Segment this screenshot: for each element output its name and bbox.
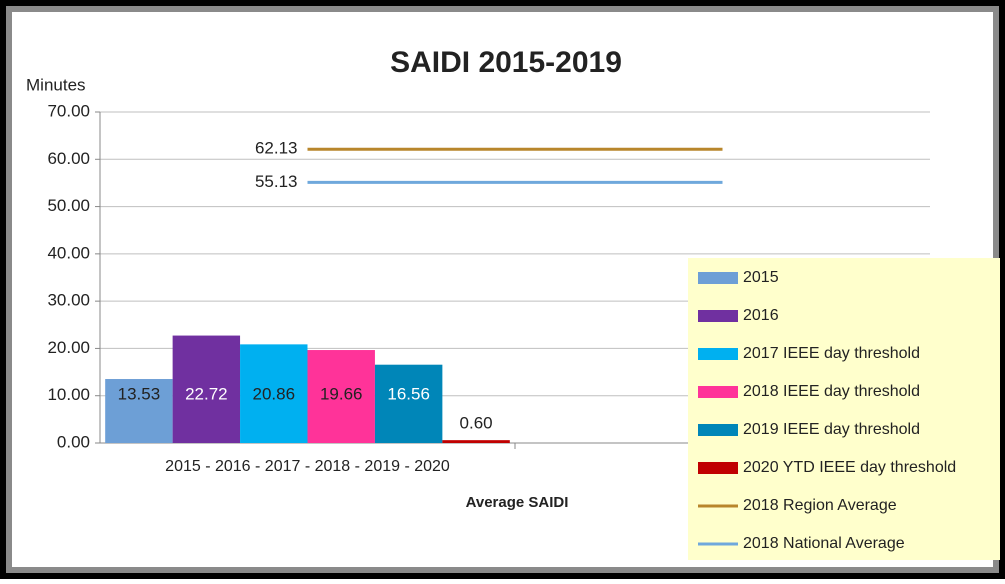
- legend-label: 2018 Region Average: [743, 497, 897, 514]
- legend-label: 2015: [743, 269, 779, 286]
- bar: [307, 350, 375, 443]
- legend-label: 2020 YTD IEEE day threshold: [743, 459, 956, 476]
- x-axis-label: Average SAIDI: [466, 494, 569, 511]
- y-tick-label: 20.00: [47, 338, 90, 357]
- data-label: 20.86: [253, 384, 296, 403]
- legend-label: 2017 IEEE day threshold: [743, 345, 920, 362]
- legend-swatch: [698, 272, 738, 284]
- chart-title: SAIDI 2015-2019: [390, 46, 622, 79]
- data-label: 13.53: [118, 384, 161, 403]
- y-tick-label: 60.00: [47, 149, 90, 168]
- legend-swatch: [698, 462, 738, 474]
- legend-swatch: [698, 310, 738, 322]
- y-tick-label: 0.00: [57, 432, 90, 451]
- bar: [374, 364, 443, 443]
- bar: [442, 440, 510, 443]
- y-tick-label: 70.00: [47, 101, 90, 120]
- y-tick-label: 30.00: [47, 291, 90, 310]
- legend-label: 2019 IEEE day threshold: [743, 421, 920, 438]
- y-tick-label: 50.00: [47, 196, 90, 215]
- x-tick-label: 2015 - 2016 - 2017 - 2018 - 2019 - 2020: [165, 458, 450, 475]
- bar: [240, 344, 308, 443]
- legend-label: 2018 IEEE day threshold: [743, 383, 920, 400]
- legend-swatch: [698, 424, 738, 436]
- y-tick-label: 10.00: [47, 385, 90, 404]
- bar: [172, 335, 241, 443]
- y-tick-label: 40.00: [47, 243, 90, 262]
- legend-swatch: [698, 386, 738, 398]
- y-axis-label: Minutes: [26, 75, 86, 94]
- data-label: 62.13: [255, 139, 298, 158]
- data-label: 55.13: [255, 172, 298, 191]
- bar: [105, 379, 173, 443]
- data-label: 22.72: [185, 384, 228, 403]
- legend-label: 2018 National Average: [743, 535, 905, 552]
- data-label: 16.56: [387, 384, 430, 403]
- legend-box: [688, 258, 1000, 560]
- legend-label: 2016: [743, 307, 779, 324]
- legend-swatch: [698, 348, 738, 360]
- data-label: 0.60: [460, 414, 493, 433]
- data-label: 19.66: [320, 384, 363, 403]
